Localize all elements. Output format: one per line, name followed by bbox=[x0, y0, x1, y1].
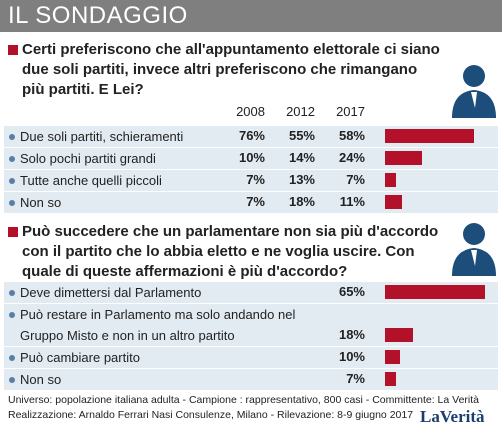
bullet-dot bbox=[9, 312, 15, 318]
value-label: 24% bbox=[338, 150, 365, 165]
row-bg bbox=[4, 192, 498, 213]
value-label: 7% bbox=[346, 371, 365, 386]
category-label: Può restare in Parlamento ma solo andand… bbox=[20, 307, 296, 343]
bar bbox=[385, 129, 474, 143]
bar bbox=[385, 372, 396, 386]
bar bbox=[385, 173, 396, 187]
bullet-dot bbox=[9, 377, 15, 383]
logo: LaVerità bbox=[420, 407, 485, 426]
value-label: 7% bbox=[246, 172, 265, 187]
header: IL SONDAGGIO bbox=[0, 0, 502, 32]
value-label: 76% bbox=[238, 128, 265, 143]
bullet-dot bbox=[9, 290, 15, 296]
value-label: 18% bbox=[288, 194, 315, 209]
person-icon bbox=[452, 223, 496, 276]
year-header: 2012 bbox=[286, 104, 315, 119]
category-label: Deve dimettersi dal Parlamento bbox=[20, 285, 202, 300]
source-universe: Universo: popolazione italiana adulta - … bbox=[8, 394, 480, 406]
value-label: 11% bbox=[339, 194, 365, 209]
bullet-dot bbox=[9, 134, 15, 140]
row-bg bbox=[4, 282, 498, 303]
row-bg bbox=[4, 347, 498, 368]
bullet-square bbox=[8, 45, 18, 55]
bullet-dot bbox=[9, 178, 15, 184]
bar bbox=[385, 195, 402, 209]
person-icon bbox=[452, 65, 496, 118]
bar bbox=[385, 285, 485, 299]
category-label: Non so bbox=[20, 372, 62, 387]
value-label: 65% bbox=[338, 284, 365, 299]
year-header: 2008 bbox=[236, 104, 265, 119]
source-production: Realizzazione: Arnaldo Ferrari Nasi Cons… bbox=[8, 409, 414, 421]
row-bg bbox=[4, 170, 498, 191]
question: Può succedere che un parlamentare non si… bbox=[22, 223, 439, 280]
bullet-square bbox=[8, 227, 18, 237]
value-label: 10% bbox=[238, 150, 265, 165]
value-label: 13% bbox=[288, 172, 315, 187]
category-label: Due soli partiti, schieramenti bbox=[20, 129, 184, 144]
row-bg bbox=[4, 148, 498, 169]
row-bg bbox=[4, 304, 498, 346]
question: Certi preferiscono che all'appuntamento … bbox=[22, 41, 440, 98]
category-label: Può cambiare partito bbox=[20, 350, 140, 365]
category-label: Non so bbox=[20, 195, 62, 210]
bullet-dot bbox=[9, 200, 15, 206]
row-bg bbox=[4, 126, 498, 147]
value-label: 10% bbox=[338, 349, 365, 364]
value-label: 14% bbox=[288, 150, 315, 165]
bar bbox=[385, 328, 413, 342]
bullet-dot bbox=[9, 355, 15, 361]
bullet-dot bbox=[9, 156, 15, 162]
value-label: 58% bbox=[338, 128, 365, 143]
bar bbox=[385, 151, 422, 165]
value-label: 18% bbox=[338, 327, 365, 342]
category-label: Solo pochi partiti grandi bbox=[20, 151, 156, 166]
bar bbox=[385, 350, 401, 364]
year-header: 2017 bbox=[336, 104, 365, 119]
value-label: 7% bbox=[346, 172, 365, 187]
value-label: 7% bbox=[246, 194, 265, 209]
value-label: 55% bbox=[288, 128, 315, 143]
category-label: Tutte anche quelli piccoli bbox=[20, 173, 162, 188]
row-bg bbox=[4, 369, 498, 390]
